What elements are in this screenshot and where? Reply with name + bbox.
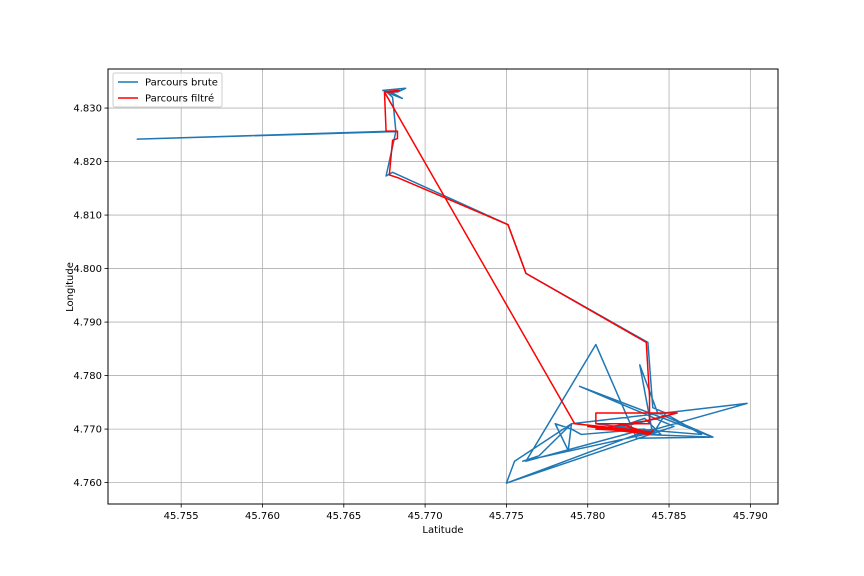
legend: Parcours brute Parcours filtré — [112, 72, 223, 108]
plot-area — [107, 68, 779, 505]
x-axis: 45.755 45.760 45.765 45.770 45.775 45.780 45.7… — [164, 504, 768, 522]
y-tick-label: 4.830 — [73, 104, 102, 115]
x-tick-label: 45.775 — [489, 511, 524, 522]
series-lines — [136, 87, 748, 484]
y-axis: 4.760 4.770 4.780 4.790 4.800 4.810 4.820 4.830 — [73, 104, 108, 489]
y-tick-label: 4.760 — [73, 478, 102, 489]
plot-frame — [107, 68, 779, 505]
series-line-parcours-filtre — [383, 89, 678, 436]
x-tick-label: 45.790 — [733, 511, 768, 522]
y-tick-label: 4.820 — [73, 157, 102, 168]
y-tick-label: 4.770 — [73, 425, 102, 436]
y-axis-title: Longitude — [65, 262, 76, 312]
x-tick-label: 45.755 — [164, 511, 199, 522]
y-tick-label: 4.790 — [73, 318, 102, 329]
x-tick-label: 45.770 — [408, 511, 443, 522]
legend-label-parcours-filtre: Parcours filtré — [145, 93, 214, 105]
x-tick-label: 45.785 — [652, 511, 687, 522]
y-tick-label: 4.800 — [73, 264, 102, 275]
plot-background — [108, 69, 778, 504]
x-tick-label: 45.760 — [245, 511, 280, 522]
series-line-parcours-brute — [136, 87, 748, 484]
x-tick-label: 45.780 — [570, 511, 605, 522]
x-axis-title: Latitude — [422, 525, 463, 536]
legend-label-parcours-brute: Parcours brute — [145, 78, 218, 89]
y-tick-label: 4.810 — [73, 211, 102, 222]
legend-box — [112, 72, 223, 108]
x-tick-label: 45.765 — [326, 511, 361, 522]
y-tick-label: 4.780 — [73, 371, 102, 382]
